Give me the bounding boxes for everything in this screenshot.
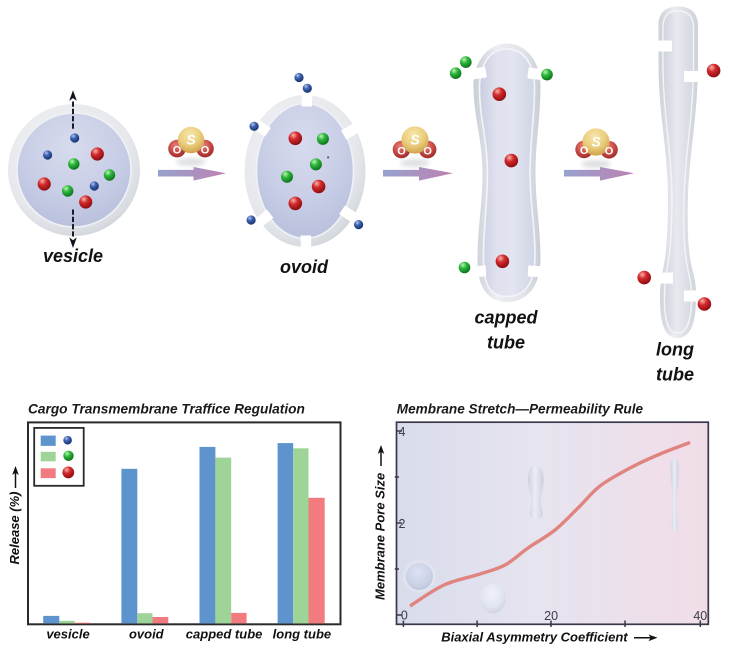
svg-text:capped: capped — [474, 308, 538, 328]
svg-text:4: 4 — [399, 425, 406, 439]
svg-text:Membrane Stretch—Permeability: Membrane Stretch—Permeability Rule — [397, 402, 644, 417]
svg-text:vesicle: vesicle — [43, 246, 103, 266]
svg-text:O: O — [201, 144, 210, 156]
svg-text:S: S — [410, 132, 420, 148]
svg-text:ovoid: ovoid — [129, 627, 165, 642]
svg-text:20: 20 — [544, 609, 558, 623]
svg-text:O: O — [173, 144, 182, 156]
svg-text:vesicle: vesicle — [46, 627, 89, 642]
svg-text:tube: tube — [487, 333, 525, 353]
svg-text:ovoid: ovoid — [280, 257, 329, 277]
svg-text:0: 0 — [401, 609, 408, 623]
svg-text:S: S — [591, 134, 601, 150]
svg-text:Biaxial Asymmetry Coefficient: Biaxial Asymmetry Coefficient — [441, 630, 628, 645]
svg-text:O: O — [397, 145, 406, 157]
svg-text:2: 2 — [399, 517, 406, 531]
svg-text:S: S — [186, 132, 196, 148]
svg-text:O: O — [605, 146, 614, 158]
svg-text:long: long — [656, 340, 694, 360]
svg-text:O: O — [580, 145, 589, 157]
svg-text:O: O — [423, 145, 432, 157]
svg-text:capped tube: capped tube — [186, 627, 263, 642]
svg-text:long tube: long tube — [273, 627, 332, 642]
svg-text:Membrane Pore Size: Membrane Pore Size — [372, 473, 387, 600]
svg-text:tube: tube — [656, 365, 694, 385]
svg-text:40: 40 — [693, 609, 707, 623]
svg-text:Release (%): Release (%) — [7, 492, 22, 565]
svg-text:Cargo Transmembrane Traffice R: Cargo Transmembrane Traffice Regulation — [28, 402, 305, 417]
